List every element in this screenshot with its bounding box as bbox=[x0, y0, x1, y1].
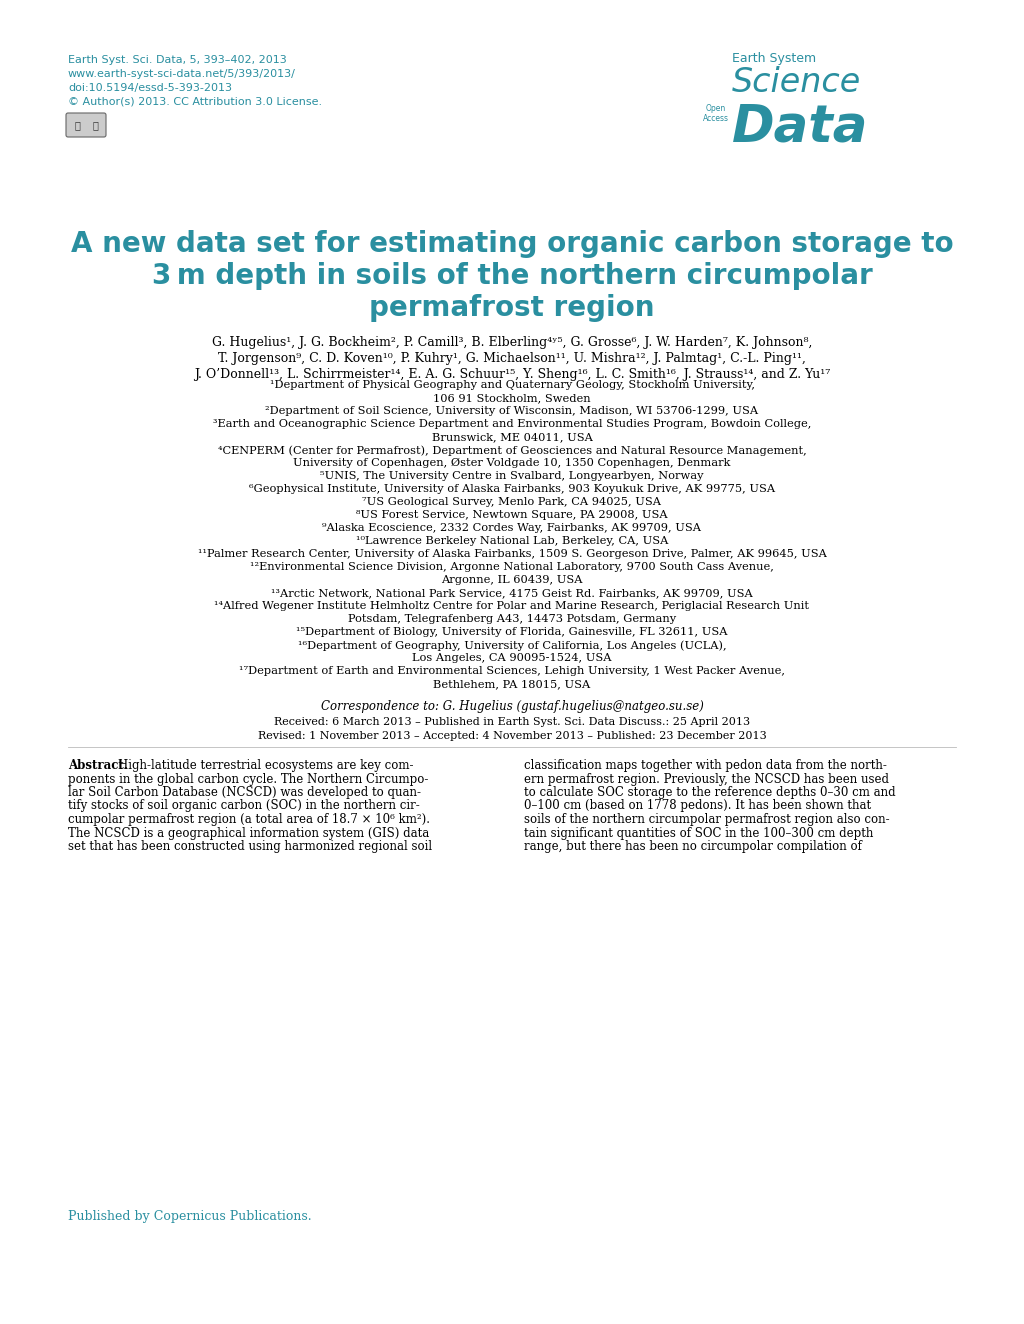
Text: Abstract.: Abstract. bbox=[68, 759, 128, 772]
Text: ponents in the global carbon cycle. The Northern Circumpo-: ponents in the global carbon cycle. The … bbox=[68, 772, 428, 785]
Text: © Author(s) 2013. CC Attribution 3.0 License.: © Author(s) 2013. CC Attribution 3.0 Lic… bbox=[68, 97, 323, 107]
Text: tify stocks of soil organic carbon (SOC) in the northern cir-: tify stocks of soil organic carbon (SOC)… bbox=[68, 800, 420, 813]
Text: The NCSCD is a geographical information system (GIS) data: The NCSCD is a geographical information … bbox=[68, 826, 429, 839]
Text: tain significant quantities of SOC in the 100–300 cm depth: tain significant quantities of SOC in th… bbox=[524, 826, 873, 839]
Text: ern permafrost region. Previously, the NCSCD has been used: ern permafrost region. Previously, the N… bbox=[524, 772, 889, 785]
Text: ²Department of Soil Science, University of Wisconsin, Madison, WI 53706-1299, US: ²Department of Soil Science, University … bbox=[265, 406, 759, 416]
Text: to calculate SOC storage to the reference depths 0–30 cm and: to calculate SOC storage to the referenc… bbox=[524, 786, 896, 798]
Text: Correspondence to: G. Hugelius (gustaf.hugelius@natgeo.su.se): Correspondence to: G. Hugelius (gustaf.h… bbox=[321, 700, 703, 714]
Text: Brunswick, ME 04011, USA: Brunswick, ME 04011, USA bbox=[431, 432, 593, 442]
Text: ⁶Geophysical Institute, University of Alaska Fairbanks, 903 Koyukuk Drive, AK 99: ⁶Geophysical Institute, University of Al… bbox=[249, 485, 775, 494]
Text: Published by Copernicus Publications.: Published by Copernicus Publications. bbox=[68, 1210, 311, 1223]
Text: ¹Department of Physical Geography and Quaternary Geology, Stockholm University,: ¹Department of Physical Geography and Qu… bbox=[269, 380, 755, 391]
Text: ¹⁷Department of Earth and Environmental Sciences, Lehigh University, 1 West Pack: ¹⁷Department of Earth and Environmental … bbox=[239, 666, 785, 677]
Text: 106 91 Stockholm, Sweden: 106 91 Stockholm, Sweden bbox=[433, 393, 591, 402]
Text: classification maps together with pedon data from the north-: classification maps together with pedon … bbox=[524, 759, 887, 772]
Text: ¹⁴Alfred Wegener Institute Helmholtz Centre for Polar and Marine Research, Perig: ¹⁴Alfred Wegener Institute Helmholtz Cen… bbox=[214, 601, 810, 610]
FancyBboxPatch shape bbox=[66, 113, 106, 136]
Text: Ⓒ: Ⓒ bbox=[74, 120, 80, 130]
Text: A new data set for estimating organic carbon storage to: A new data set for estimating organic ca… bbox=[71, 230, 953, 258]
Text: ³Earth and Oceanographic Science Department and Environmental Studies Program, B: ³Earth and Oceanographic Science Departm… bbox=[213, 418, 811, 429]
Text: 3 m depth in soils of the northern circumpolar: 3 m depth in soils of the northern circu… bbox=[152, 262, 872, 290]
Text: lar Soil Carbon Database (NCSCD) was developed to quan-: lar Soil Carbon Database (NCSCD) was dev… bbox=[68, 786, 421, 798]
Text: Potsdam, Telegrafenberg A43, 14473 Potsdam, Germany: Potsdam, Telegrafenberg A43, 14473 Potsd… bbox=[348, 614, 676, 624]
Text: Received: 6 March 2013 – Published in Earth Syst. Sci. Data Discuss.: 25 April 2: Received: 6 March 2013 – Published in Ea… bbox=[274, 718, 750, 727]
Text: T. Jorgenson⁹, C. D. Koven¹⁰, P. Kuhry¹, G. Michaelson¹¹, U. Mishra¹², J. Palmta: T. Jorgenson⁹, C. D. Koven¹⁰, P. Kuhry¹,… bbox=[218, 352, 806, 365]
Text: ⁸US Forest Service, Newtown Square, PA 29008, USA: ⁸US Forest Service, Newtown Square, PA 2… bbox=[356, 510, 668, 520]
Text: Ⓜ: Ⓜ bbox=[92, 120, 98, 130]
Text: permafrost region: permafrost region bbox=[370, 294, 654, 322]
Text: G. Hugelius¹, J. G. Bockheim², P. Camill³, B. Elberling⁴ʸ⁵, G. Grosse⁶, J. W. Ha: G. Hugelius¹, J. G. Bockheim², P. Camill… bbox=[212, 336, 812, 350]
Text: Data: Data bbox=[732, 102, 868, 152]
Text: High-latitude terrestrial ecosystems are key com-: High-latitude terrestrial ecosystems are… bbox=[118, 759, 414, 772]
Text: cumpolar permafrost region (a total area of 18.7 × 10⁶ km²).: cumpolar permafrost region (a total area… bbox=[68, 813, 430, 826]
Text: University of Copenhagen, Øster Voldgade 10, 1350 Copenhagen, Denmark: University of Copenhagen, Øster Voldgade… bbox=[293, 458, 731, 469]
Text: ⁹Alaska Ecoscience, 2332 Cordes Way, Fairbanks, AK 99709, USA: ⁹Alaska Ecoscience, 2332 Cordes Way, Fai… bbox=[323, 523, 701, 534]
Text: ¹⁵Department of Biology, University of Florida, Gainesville, FL 32611, USA: ¹⁵Department of Biology, University of F… bbox=[296, 628, 728, 637]
Text: Earth System: Earth System bbox=[732, 52, 816, 65]
Text: range, but there has been no circumpolar compilation of: range, but there has been no circumpolar… bbox=[524, 839, 862, 853]
Text: ⁴CENPERM (Center for Permafrost), Department of Geosciences and Natural Resource: ⁴CENPERM (Center for Permafrost), Depart… bbox=[218, 445, 806, 455]
Text: Argonne, IL 60439, USA: Argonne, IL 60439, USA bbox=[441, 575, 583, 585]
Text: ¹³Arctic Network, National Park Service, 4175 Geist Rd. Fairbanks, AK 99709, USA: ¹³Arctic Network, National Park Service,… bbox=[271, 588, 753, 598]
Text: soils of the northern circumpolar permafrost region also con-: soils of the northern circumpolar permaf… bbox=[524, 813, 890, 826]
Text: ¹⁶Department of Geography, University of California, Los Angeles (UCLA),: ¹⁶Department of Geography, University of… bbox=[298, 639, 726, 650]
Text: Revised: 1 November 2013 – Accepted: 4 November 2013 – Published: 23 December 20: Revised: 1 November 2013 – Accepted: 4 N… bbox=[258, 731, 766, 741]
Text: ¹¹Palmer Research Center, University of Alaska Fairbanks, 1509 S. Georgeson Driv: ¹¹Palmer Research Center, University of … bbox=[198, 549, 826, 559]
Text: set that has been constructed using harmonized regional soil: set that has been constructed using harm… bbox=[68, 839, 432, 853]
Text: ⁵UNIS, The University Centre in Svalbard, Longyearbyen, Norway: ⁵UNIS, The University Centre in Svalbard… bbox=[321, 471, 703, 481]
Text: Science: Science bbox=[732, 66, 861, 99]
Text: J. O’Donnell¹³, L. Schirrmeister¹⁴, E. A. G. Schuur¹⁵, Y. Sheng¹⁶, L. C. Smith¹⁶: J. O’Donnell¹³, L. Schirrmeister¹⁴, E. A… bbox=[194, 368, 830, 381]
Text: Open
Access: Open Access bbox=[703, 105, 729, 123]
Text: ¹⁰Lawrence Berkeley National Lab, Berkeley, CA, USA: ¹⁰Lawrence Berkeley National Lab, Berkel… bbox=[355, 536, 669, 545]
Text: ⁷US Geological Survey, Menlo Park, CA 94025, USA: ⁷US Geological Survey, Menlo Park, CA 94… bbox=[362, 496, 662, 507]
Text: doi:10.5194/essd-5-393-2013: doi:10.5194/essd-5-393-2013 bbox=[68, 83, 232, 93]
Text: Bethlehem, PA 18015, USA: Bethlehem, PA 18015, USA bbox=[433, 679, 591, 688]
Text: www.earth-syst-sci-data.net/5/393/2013/: www.earth-syst-sci-data.net/5/393/2013/ bbox=[68, 69, 296, 79]
Text: ¹²Environmental Science Division, Argonne National Laboratory, 9700 South Cass A: ¹²Environmental Science Division, Argonn… bbox=[250, 561, 774, 572]
Text: 0–100 cm (based on 1778 pedons). It has been shown that: 0–100 cm (based on 1778 pedons). It has … bbox=[524, 800, 871, 813]
Text: Earth Syst. Sci. Data, 5, 393–402, 2013: Earth Syst. Sci. Data, 5, 393–402, 2013 bbox=[68, 56, 287, 65]
Text: Los Angeles, CA 90095-1524, USA: Los Angeles, CA 90095-1524, USA bbox=[413, 653, 611, 663]
